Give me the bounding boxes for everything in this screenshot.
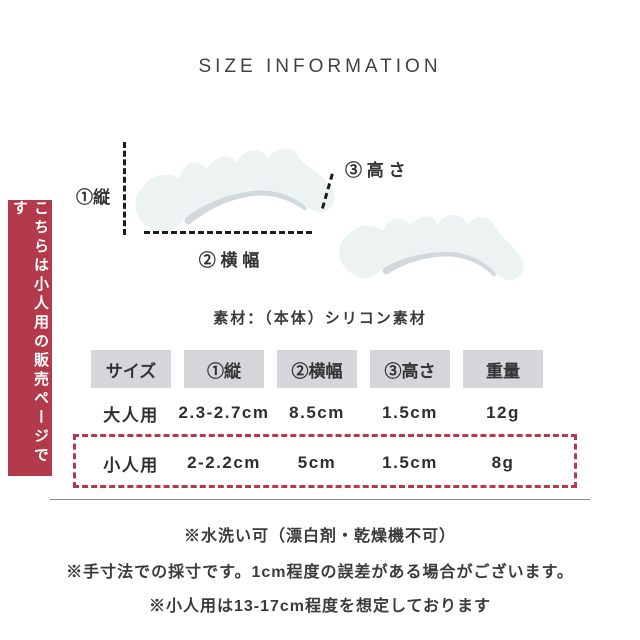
adult-height-value: 1.5cm [382, 403, 438, 422]
child-width-value: 5cm [297, 453, 337, 472]
width-measure-line [144, 231, 312, 234]
table-row-child: 小人用 2-2.2cm 5cm 1.5cm 8g [91, 447, 543, 479]
label-vertical-measure: ①縦 [76, 188, 110, 207]
page-title: SIZE INFORMATION [198, 56, 442, 77]
note-measurement-tolerance: ※手寸法での採寸です。1cm程度の誤差がある場合がございます。 [66, 564, 574, 581]
table-row-adult: 大人用 2.3-2.7cm 8.5cm 1.5cm 12g [91, 397, 543, 429]
vertical-measure-line [123, 142, 126, 235]
adult-width-value: 8.5cm [289, 403, 345, 422]
header-size: サイズ [91, 350, 171, 388]
child-vertical-value: 2-2.2cm [187, 453, 261, 472]
note-washable: ※水洗い可（漂白剤・乾燥機不可） [183, 528, 456, 545]
note-child-target-size: ※小人用は13-17cm程度を想定しております [148, 598, 492, 615]
adult-size-label: 大人用 [103, 405, 159, 425]
section-divider [50, 499, 590, 500]
header-vertical: ①縦 [184, 350, 264, 388]
child-row-highlight-border [73, 434, 577, 488]
child-size-label: 小人用 [103, 455, 159, 475]
header-width: ②横幅 [277, 350, 357, 388]
label-width-measure: ② 横 幅 [198, 251, 260, 270]
adult-weight-value: 12g [486, 403, 520, 422]
banner-text: こちらは小人用の販売ページです [11, 200, 49, 466]
child-weight-value: 8g [491, 453, 515, 472]
adult-vertical-value: 2.3-2.7cm [178, 403, 270, 422]
header-weight: 重量 [463, 350, 543, 388]
product-photo-front [135, 148, 335, 233]
child-height-value: 1.5cm [382, 453, 438, 472]
material-note: 素材：（本体）シリコン素材 [213, 310, 427, 327]
size-table-header-row: サイズ ①縦 ②横幅 ③高さ 重量 [91, 350, 543, 388]
product-photo-side [339, 214, 524, 281]
header-height: ③高さ [370, 350, 450, 388]
label-height-measure: ③ 高 さ [345, 161, 406, 180]
child-size-sales-banner: こちらは小人用の販売ページです [8, 200, 52, 476]
